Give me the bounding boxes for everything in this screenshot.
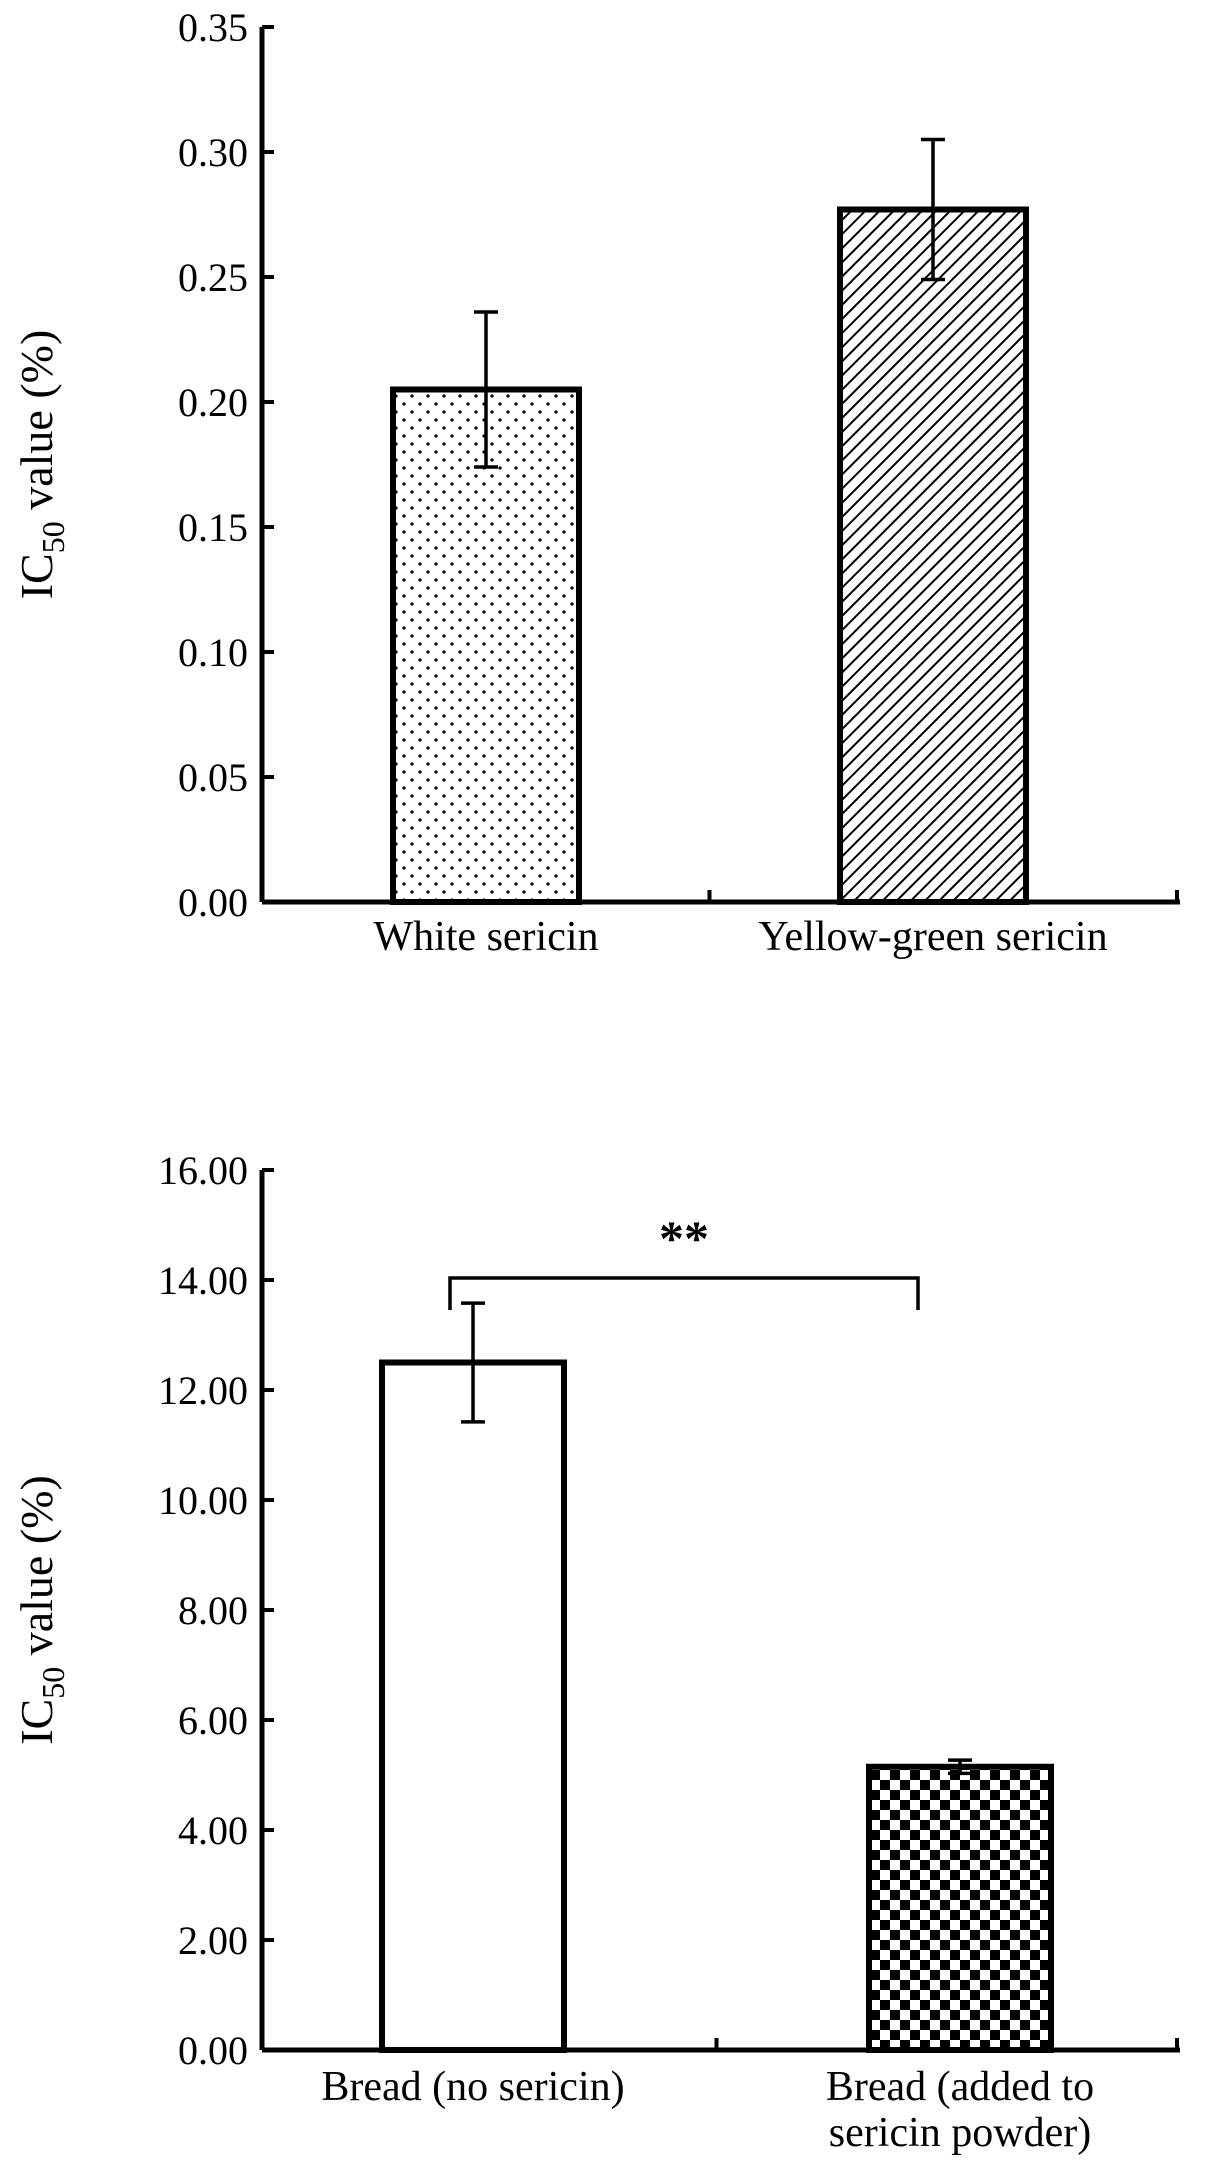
y-tick-label: 12.00 [158, 1368, 248, 1413]
significance-bracket [448, 1276, 920, 1310]
bar [866, 1763, 1054, 2053]
bar [390, 386, 582, 905]
x-category-label: White sericin [373, 914, 598, 960]
y-tick-label: 10.00 [158, 1478, 248, 1523]
y-axis-label: IC50 value (%) [11, 330, 71, 600]
x-category-label: Bread (no sericin) [321, 2064, 624, 2110]
x-category-label: Bread (added to [826, 2064, 1094, 2110]
y-tick-label: 8.00 [178, 1588, 248, 1633]
chart-panel-1: 0.00 0.05 0.10 0.15 0.20 0.25 0.30 0.35 IC50 val… [11, 5, 1180, 960]
y-tick-label: 6.00 [178, 1698, 248, 1743]
y-tick-label: 0.20 [178, 380, 248, 425]
y-tick-label: 0.00 [178, 880, 248, 925]
bar [837, 206, 1029, 905]
y-tick-label: 0.25 [178, 255, 248, 300]
y-tick-label: 0.00 [178, 2028, 248, 2073]
x-category-label: sericin powder) [829, 2110, 1091, 2156]
y-tick-label: 14.00 [158, 1258, 248, 1303]
y-tick-label: 0.05 [178, 755, 248, 800]
significance-label: ** [659, 1210, 709, 1266]
chart-panel-2: 0.00 2.00 4.00 6.00 8.00 10.00 12.00 14.00 16.00… [11, 1148, 1180, 2156]
y-axis-label: IC50 value (%) [11, 1475, 71, 1745]
y-tick-label: 0.15 [178, 505, 248, 550]
y-tick-label: 0.30 [178, 130, 248, 175]
y-tick-label: 4.00 [178, 1808, 248, 1853]
y-tick-label: 0.35 [178, 5, 248, 50]
bar [379, 1359, 567, 2053]
y-tick-label: 2.00 [178, 1918, 248, 1963]
y-tick-label: 0.10 [178, 630, 248, 675]
x-category-label: Yellow-green sericin [758, 914, 1107, 960]
y-tick-label: 16.00 [158, 1148, 248, 1193]
